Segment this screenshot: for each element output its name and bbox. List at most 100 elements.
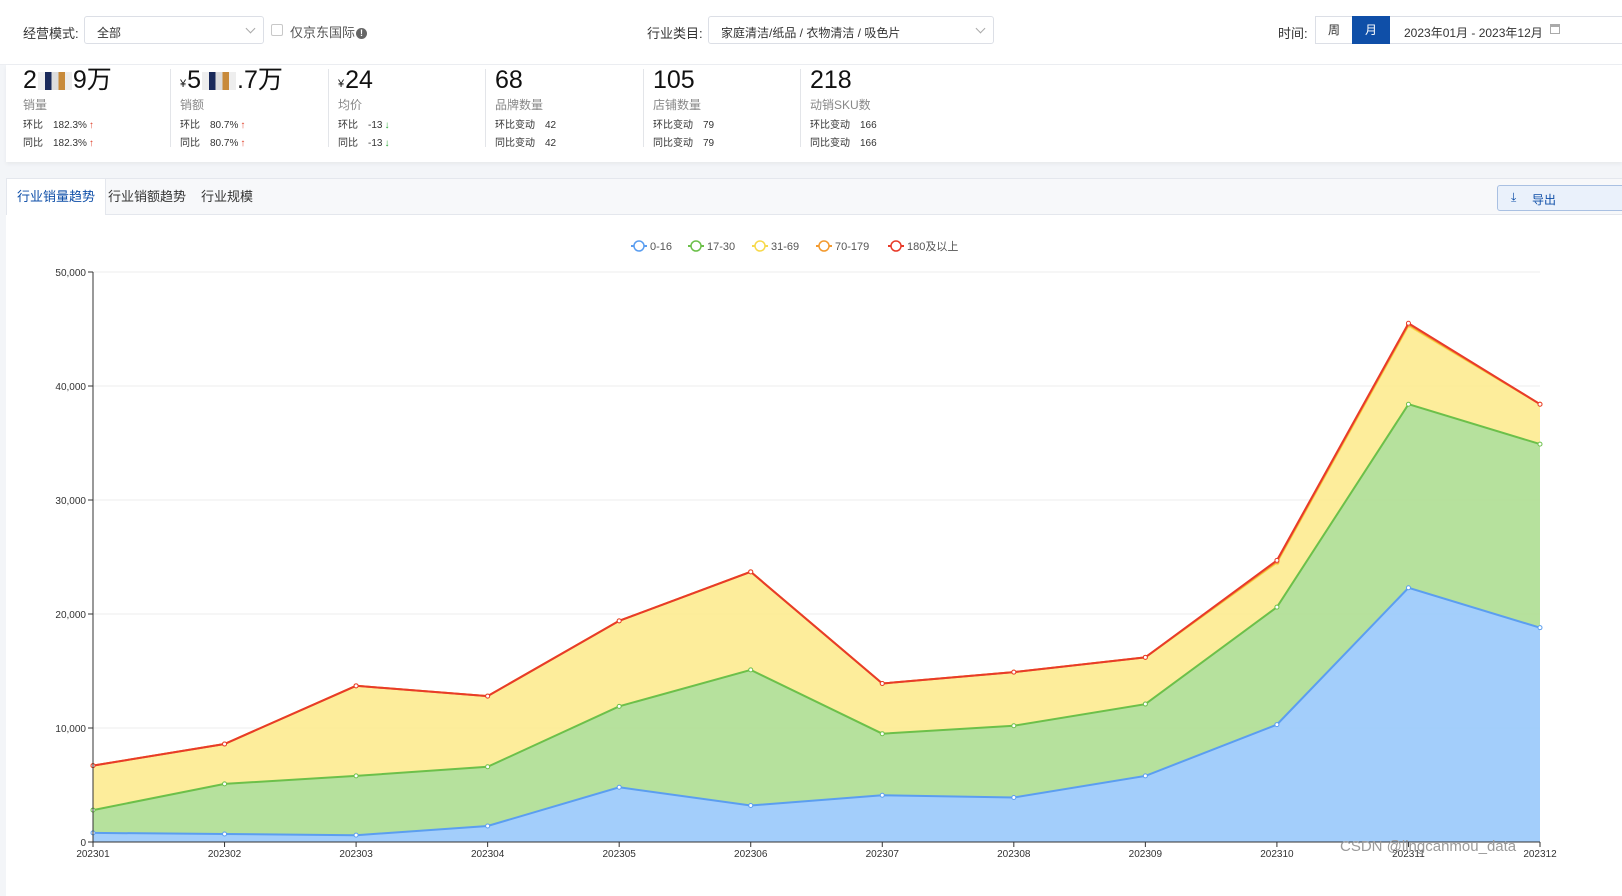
chart-tabs: 行业销量趋势 行业销额趋势 行业规模 ⤓ 导出 <box>6 178 1622 216</box>
stats-panel: 2 9万 销量 环比 182.3% ↑ 同比 182.3% ↑ ¥5.7万 销额 环比 80… <box>6 65 1622 162</box>
data-point <box>1011 795 1017 801</box>
series-line <box>92 403 1541 812</box>
export-button[interactable]: ⤓ 导出 <box>1497 185 1622 211</box>
data-point <box>748 569 754 575</box>
divider <box>170 69 171 147</box>
stat-value: 68 <box>495 66 523 94</box>
y-tick-label: 20,000 <box>55 610 86 621</box>
time-label: 时间: <box>1278 26 1308 41</box>
x-tick-label: 202308 <box>997 849 1031 860</box>
data-point <box>1405 320 1411 326</box>
filter-bar: 经营模式: 全部 仅京东国际! 行业类目: 家庭清洁/纸品 / 衣物清洁 / 吸… <box>0 0 1622 65</box>
arrow-up-icon: ↑ <box>240 138 246 149</box>
stacked-area-chart: 0 10,000 20,000 30,000 40,000 50,000 202301 202… <box>55 240 1557 860</box>
stat-yoy: 同比变动 42 <box>495 138 557 149</box>
data-point <box>879 792 885 798</box>
arrow-down-icon: ↓ <box>384 120 390 131</box>
y-tick-label: 10,000 <box>55 724 86 735</box>
tab-industry-amount-trend[interactable]: 行业销额趋势 <box>108 189 187 204</box>
y-tick-label: 40,000 <box>55 382 86 393</box>
x-tick-label: 202311 <box>1392 849 1425 860</box>
legend-label: 180及以上 <box>907 240 958 253</box>
data-point <box>1274 557 1280 563</box>
data-point <box>748 803 754 809</box>
legend-label: 70-179 <box>835 241 869 253</box>
legend-marker <box>690 240 702 252</box>
area-series <box>93 404 1540 836</box>
stat-label: 均价 <box>338 98 363 112</box>
x-tick-label: 202310 <box>1260 849 1294 860</box>
calendar-icon <box>1550 24 1560 34</box>
x-tick-label: 202304 <box>471 849 505 860</box>
category-select[interactable]: 家庭清洁/纸品 / 衣物清洁 / 吸色片 <box>708 16 994 44</box>
tab-industry-scale[interactable]: 行业规模 <box>201 189 254 204</box>
data-point <box>485 764 491 770</box>
data-point <box>879 731 885 737</box>
data-point <box>1537 401 1543 407</box>
x-tick-label: 202305 <box>602 849 636 860</box>
data-point <box>485 693 491 699</box>
divider <box>485 69 486 147</box>
masked-value-graphic <box>202 72 237 90</box>
arrow-up-icon: ↑ <box>240 120 246 131</box>
stat-yoy: 同比变动 166 <box>810 138 877 149</box>
data-point <box>1274 604 1280 610</box>
export-label: 导出 <box>1532 193 1557 207</box>
stat-mom: 环比 182.3% ↑ <box>23 120 94 131</box>
legend-label: 31-69 <box>771 241 799 253</box>
legend-marker <box>754 240 766 252</box>
data-point <box>1142 773 1148 779</box>
data-point <box>1011 669 1017 675</box>
data-point <box>1537 625 1543 631</box>
mode-select[interactable]: 全部 <box>84 16 264 44</box>
data-point <box>222 781 228 787</box>
stat-value: ¥5.7万 <box>180 66 283 94</box>
data-point <box>1405 401 1411 407</box>
legend-label: 0-16 <box>650 241 672 253</box>
chart-panel: 0 10,000 20,000 30,000 40,000 50,000 202301 202… <box>6 215 1622 896</box>
stat-value: ¥24 <box>338 66 373 94</box>
x-tick-label: 202302 <box>208 849 242 860</box>
category-select-value: 家庭清洁/纸品 / 衣物清洁 / 吸色片 <box>721 26 901 40</box>
x-tick-label: 202309 <box>1129 849 1163 860</box>
data-point <box>1142 654 1148 660</box>
info-icon[interactable]: ! <box>356 28 368 39</box>
period-week-button[interactable]: 周 <box>1315 16 1353 44</box>
x-tick-label: 202306 <box>734 849 768 860</box>
divider <box>643 69 644 147</box>
data-point <box>1011 723 1017 729</box>
stat-value: 218 <box>810 66 852 94</box>
data-point <box>616 703 622 709</box>
data-point <box>1142 701 1148 707</box>
chevron-down-icon <box>975 23 986 34</box>
tab-industry-volume-trend[interactable]: 行业销量趋势 <box>6 179 107 216</box>
mode-label: 经营模式: <box>23 26 79 41</box>
chevron-down-icon <box>245 23 256 34</box>
x-tick-label: 202303 <box>339 849 373 860</box>
y-tick-label: 30,000 <box>55 496 86 507</box>
mode-select-value: 全部 <box>97 26 122 40</box>
stat-label: 动销SKU数 <box>810 98 871 112</box>
data-point <box>616 784 622 790</box>
divider <box>328 69 329 147</box>
stat-mom: 环比 80.7% ↑ <box>180 120 246 131</box>
y-tick-label: 0 <box>80 838 86 849</box>
divider <box>800 69 801 147</box>
category-label: 行业类目: <box>647 26 703 41</box>
stat-yoy: 同比 182.3% ↑ <box>23 138 94 149</box>
x-tick-label: 202312 <box>1523 849 1557 860</box>
data-point <box>353 773 359 779</box>
data-point <box>616 618 622 624</box>
download-icon: ⤓ <box>1511 190 1517 204</box>
data-point <box>1537 441 1543 447</box>
x-tick-label: 202301 <box>76 849 110 860</box>
stat-value: 105 <box>653 66 695 94</box>
stat-label: 店铺数量 <box>653 98 702 112</box>
date-range-picker[interactable]: 2023年01月 - 2023年12月 <box>1390 16 1622 44</box>
data-point <box>222 741 228 747</box>
jd-intl-checkbox[interactable] <box>271 24 283 36</box>
area-series <box>93 587 1540 842</box>
stat-label: 销额 <box>180 98 205 112</box>
period-month-button[interactable]: 月 <box>1352 16 1390 44</box>
series-line <box>92 321 1541 767</box>
